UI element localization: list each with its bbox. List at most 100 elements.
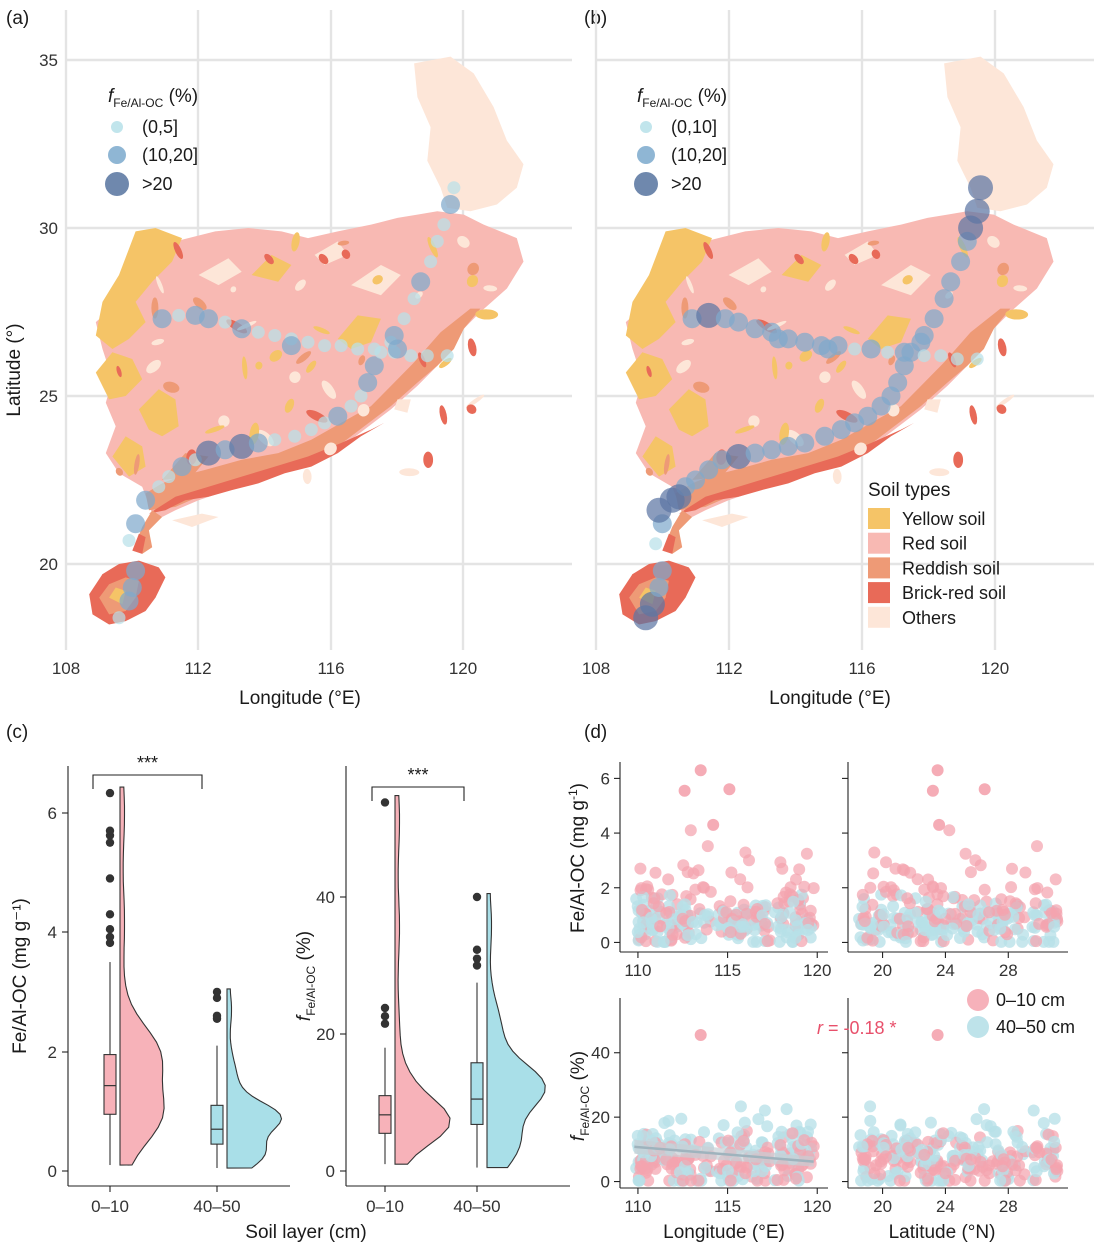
point-0-10-high [694, 764, 707, 777]
soil-reddish-belt [145, 308, 481, 511]
sampling-site-point [388, 339, 407, 359]
point-0-10 [704, 885, 717, 898]
point-40-50 [761, 1120, 774, 1133]
legend-b-item-1: (0,10] [671, 117, 717, 137]
point-40-50 [994, 922, 1007, 935]
point-40-50 [734, 1100, 747, 1113]
point-0-10 [964, 1174, 977, 1187]
point-0-10 [943, 824, 956, 837]
legend-a-large-marker [105, 172, 129, 196]
point-0-10 [1006, 862, 1018, 875]
d-xlabel-latitude: Latitude (°N) [889, 1222, 996, 1243]
legend-a-item-3: >20 [142, 174, 173, 194]
violin-40–50 [226, 988, 283, 1169]
legend-b-item-2: (10,20] [671, 145, 727, 165]
sampling-site-point [248, 433, 268, 453]
legend-b-large-marker [634, 172, 658, 196]
point-0-10 [1033, 1146, 1046, 1159]
d-legend: 0–10 cm 40–50 cm [967, 989, 1075, 1038]
ytick-40: 40 [316, 888, 335, 907]
soil-patch [953, 451, 964, 468]
point-0-10 [866, 934, 879, 947]
soil-patch [475, 309, 499, 320]
point-0-10 [898, 864, 911, 877]
soil-patch [987, 235, 1000, 248]
violin-0–10 [394, 795, 451, 1165]
sampling-site-point [440, 349, 454, 363]
point-0-10 [730, 908, 743, 921]
panel-a-legend: fFe/Al-OC (%) (0,5] (10,20] >20 [105, 86, 198, 196]
point-0-10 [903, 897, 916, 910]
xtick: 115 [714, 961, 741, 980]
subplot-fe_vs_lat: 20 24 28 [842, 762, 1068, 980]
point-0-10-high [694, 1029, 707, 1041]
sampling-site-point [941, 272, 961, 292]
sampling-site-point [328, 406, 348, 426]
sampling-site-point [818, 339, 838, 359]
ytick-4: 4 [48, 923, 57, 942]
xtick: 110 [624, 1197, 651, 1216]
point-0-10 [868, 1167, 881, 1180]
ytick-20: 20 [316, 1025, 335, 1044]
point-0-10 [693, 1135, 706, 1148]
point-0-10 [983, 906, 996, 919]
sampling-site-point [229, 433, 255, 459]
point-40-50 [1030, 1165, 1043, 1178]
violin-40–50 [486, 893, 546, 1169]
xtick-108: 108 [52, 659, 80, 678]
sampling-site-point [126, 514, 146, 534]
soil-patch [703, 242, 714, 259]
sampling-site-point [917, 349, 931, 363]
sampling-site-point [646, 497, 672, 523]
sampling-site-point [172, 308, 186, 322]
point-0-10 [649, 866, 662, 879]
sampling-site-point [934, 349, 948, 363]
point-0-10 [1005, 881, 1018, 894]
point-0-10 [666, 928, 679, 941]
sampling-site-point [861, 339, 881, 359]
point-0-10 [774, 1139, 787, 1151]
soil-patch [358, 355, 366, 366]
point-0-10 [804, 904, 817, 917]
sampling-site-point [281, 336, 301, 356]
point-40-50 [1043, 935, 1056, 948]
point-0-10 [778, 1164, 791, 1177]
panel-d-label: (d) [584, 722, 607, 743]
point-40-50 [916, 916, 928, 928]
sampling-site-point [745, 443, 765, 463]
sampling-site-point [344, 399, 358, 413]
point-0-10 [922, 1172, 935, 1185]
outlier-point [472, 892, 482, 902]
soil-patch [173, 242, 184, 259]
soil-patch [685, 276, 694, 294]
soil-others-5 [924, 399, 941, 413]
legend-title-a: fFe/Al-OC (%) [108, 86, 198, 110]
soil-patch [318, 253, 329, 265]
soil-patch [748, 415, 760, 427]
xtick: 120 [803, 961, 831, 980]
xtick: 24 [936, 961, 955, 980]
ytick-35: 35 [39, 51, 58, 70]
panel-b-legend: fFe/Al-OC (%) (0,10] (10,20] >20 [634, 86, 727, 196]
outlier-point [105, 874, 115, 883]
point-40-50 [1016, 935, 1029, 948]
xtick-112: 112 [715, 659, 742, 678]
sampling-site-point [430, 234, 444, 248]
sampling-site-point [964, 198, 990, 224]
point-0-10 [868, 846, 881, 859]
xtick-112: 112 [184, 659, 211, 678]
significance-label: *** [407, 765, 428, 785]
c-left-ylabel: Fe/Al-OC (mg g⁻¹) [10, 898, 31, 1054]
point-0-10 [866, 1134, 879, 1147]
sampling-site-point [686, 470, 705, 490]
sampling-site-point [411, 272, 431, 292]
soil-patch [284, 398, 295, 413]
soil-patch [996, 275, 1009, 288]
point-0-10 [856, 888, 869, 901]
outlier-point [105, 838, 115, 847]
soil-legend-label: Red soil [902, 534, 967, 554]
point-40-50 [978, 1103, 991, 1116]
soil-yellow-east [337, 315, 381, 349]
point-40-50 [636, 1130, 649, 1142]
